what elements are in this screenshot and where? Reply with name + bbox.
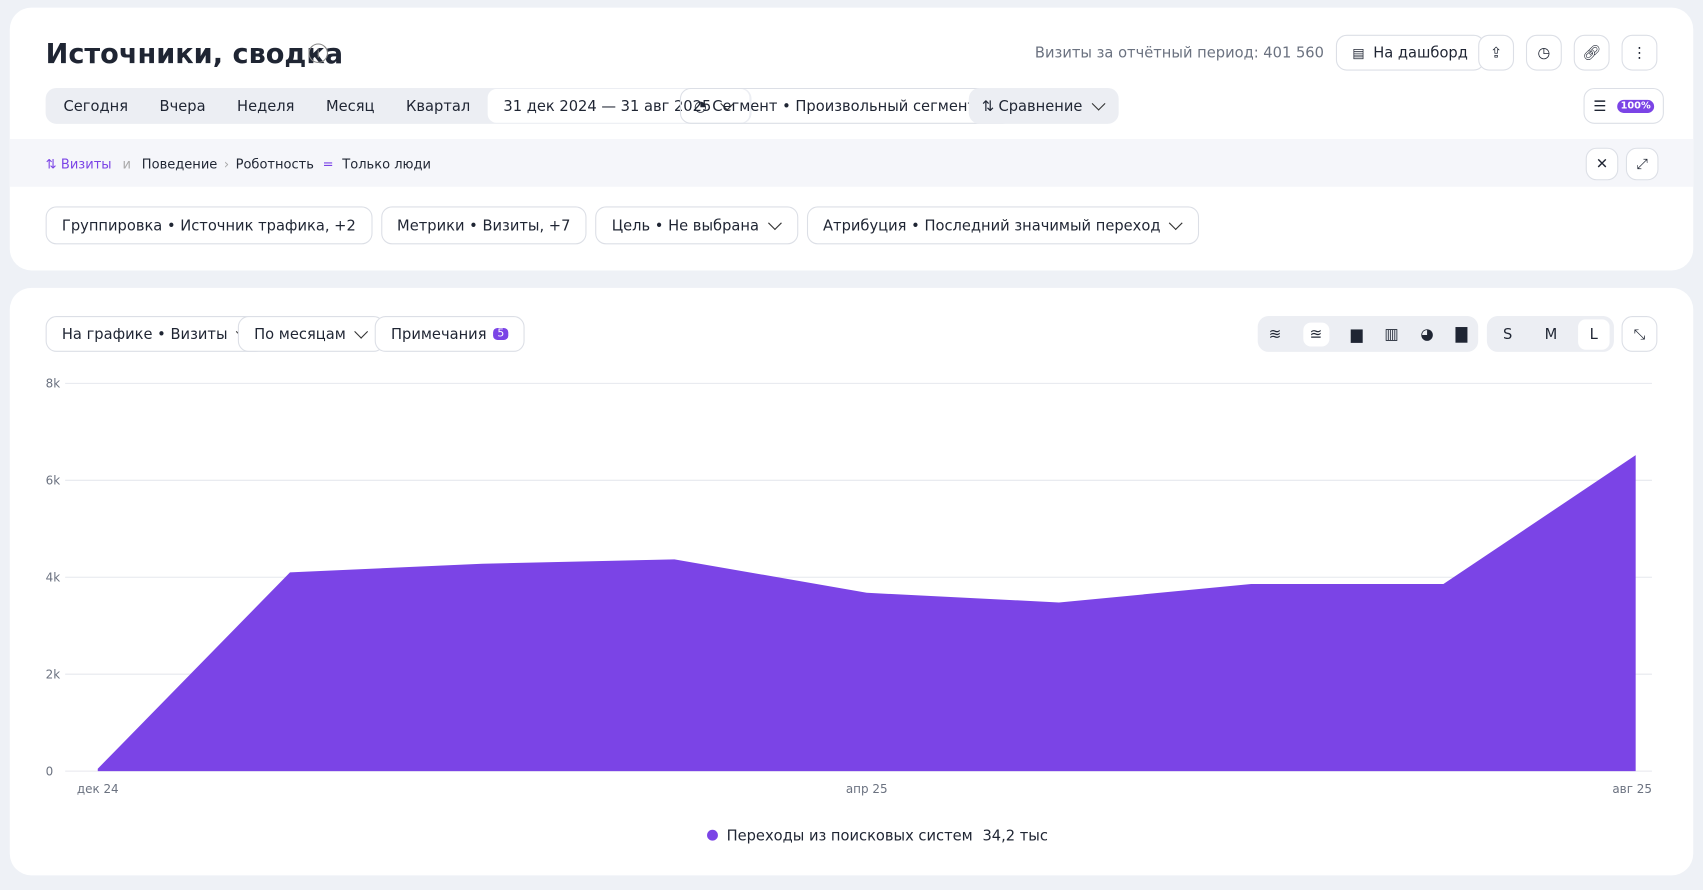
legend-value: 34,2 тыс: [982, 828, 1047, 845]
x-tick-label: авг 25: [1612, 782, 1652, 796]
legend-marker: [707, 830, 718, 841]
y-tick-label: 4k: [46, 571, 61, 585]
y-tick-label: 8k: [46, 377, 61, 391]
x-tick-label: дек 24: [77, 782, 119, 796]
x-tick-label: апр 25: [846, 782, 888, 796]
legend-label: Переходы из поисковых систем: [727, 828, 973, 845]
y-tick-label: 0: [46, 764, 54, 778]
y-tick-label: 6k: [46, 474, 61, 488]
area: [98, 455, 1636, 771]
y-tick-label: 2k: [46, 668, 61, 682]
